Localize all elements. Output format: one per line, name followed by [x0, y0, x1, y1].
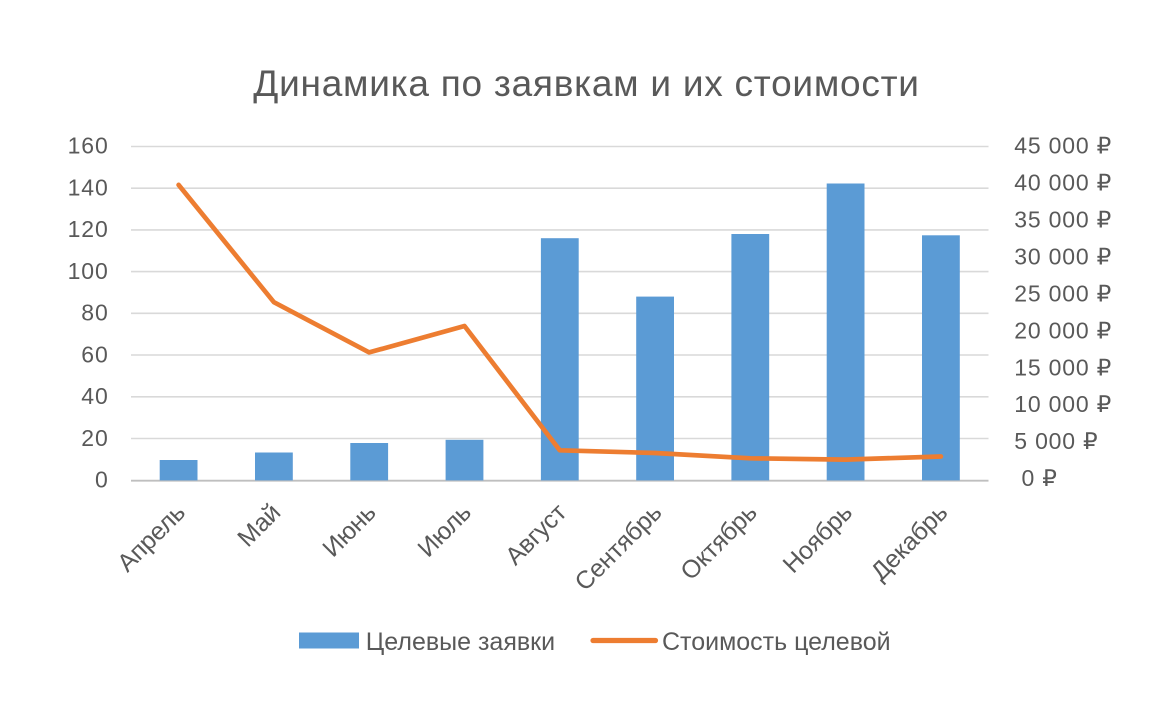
svg-text:20: 20 [81, 425, 108, 451]
svg-text:40 000 ₽: 40 000 ₽ [1014, 170, 1112, 196]
svg-text:25 000 ₽: 25 000 ₽ [1014, 280, 1112, 306]
svg-text:140: 140 [68, 174, 109, 200]
svg-text:45 000 ₽: 45 000 ₽ [1014, 133, 1112, 159]
svg-text:0 ₽: 0 ₽ [1022, 465, 1058, 491]
svg-text:5 000 ₽: 5 000 ₽ [1014, 428, 1098, 454]
svg-text:60: 60 [81, 341, 108, 367]
svg-text:80: 80 [81, 300, 108, 326]
svg-text:40: 40 [81, 383, 108, 409]
svg-text:15 000 ₽: 15 000 ₽ [1014, 354, 1112, 380]
svg-text:35 000 ₽: 35 000 ₽ [1014, 207, 1112, 233]
svg-text:Стоимость целевой: Стоимость целевой [662, 628, 891, 656]
svg-text:30 000 ₽: 30 000 ₽ [1014, 244, 1112, 270]
svg-text:Динамика по заявкам и их стоим: Динамика по заявкам и их стоимости [253, 63, 919, 104]
svg-text:160: 160 [68, 133, 109, 159]
svg-text:0: 0 [95, 467, 109, 493]
svg-text:Целевые заявки: Целевые заявки [366, 628, 555, 656]
svg-text:120: 120 [68, 216, 109, 242]
svg-text:20 000 ₽: 20 000 ₽ [1014, 317, 1112, 343]
svg-text:100: 100 [68, 258, 109, 284]
svg-text:10 000 ₽: 10 000 ₽ [1014, 391, 1112, 417]
